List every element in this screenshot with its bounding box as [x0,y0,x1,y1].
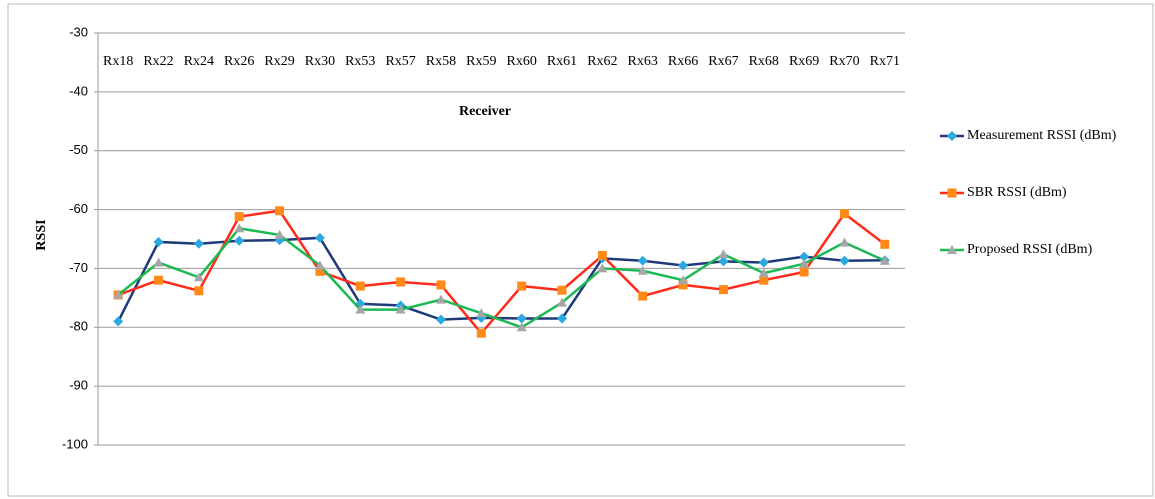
data-point [799,267,809,277]
data-point [314,260,325,270]
data-point [799,258,810,268]
x-tick-label: Rx59 [466,54,496,69]
x-tick-label: Rx57 [385,54,415,69]
data-point [153,236,164,247]
y-tick-label: -40 [69,83,88,98]
series-line [117,236,885,322]
legend-marker [947,188,957,198]
data-point [113,316,124,327]
data-point [638,291,648,301]
data-point [758,257,769,268]
data-point [154,275,164,285]
data-point [758,268,769,278]
y-tick-label: -60 [69,201,88,216]
data-point [113,289,124,299]
legend-label: SBR RSSI (dBm) [967,185,1067,200]
data-point [355,304,366,314]
data-point [193,238,204,249]
data-point [314,232,325,243]
data-point [275,206,285,216]
x-tick-label: Rx61 [547,54,577,69]
data-point [637,265,648,275]
data-point [839,255,850,266]
x-tick-label: Rx22 [143,54,173,69]
data-point [517,281,527,291]
data-point [557,285,567,295]
data-point [839,237,850,247]
data-point [678,260,689,271]
data-point [476,308,487,318]
data-point [637,255,648,266]
data-point [194,286,204,296]
y-tick-label: -70 [69,260,88,275]
x-tick-label: Rx62 [587,54,617,69]
legend-label: Proposed RSSI (dBm) [967,242,1093,257]
data-point [516,322,527,332]
y-axis-title: RSSI [34,219,49,250]
legend-label: Measurement RSSI (dBm) [967,128,1117,143]
data-point [759,275,769,285]
data-point [678,275,689,285]
data-point [879,255,890,265]
data-point [476,328,486,338]
x-tick-label: Rx58 [426,54,456,69]
data-point [718,256,729,267]
data-point [557,297,568,307]
x-tick-label: Rx24 [184,54,214,69]
data-point [516,313,527,324]
data-point [435,294,446,304]
data-point [718,285,728,295]
series-line [117,209,886,336]
data-point [234,223,245,233]
x-tick-label: Rx70 [829,54,859,69]
x-tick-label: Rx68 [749,54,779,69]
data-point [799,251,810,262]
x-tick-label: Rx18 [103,54,133,69]
data-point [597,263,608,273]
data-point [234,235,245,246]
legend-marker [947,131,957,141]
y-tick-label: -80 [69,319,88,334]
y-tick-label: -100 [62,436,88,451]
y-tick-label: -30 [69,24,88,39]
data-point [355,281,365,291]
x-tick-label: Rx26 [224,54,254,69]
data-point [193,272,204,282]
data-point [880,239,890,249]
x-tick-label: Rx60 [507,54,537,69]
data-point [839,209,849,219]
x-tick-label: Rx67 [708,54,738,69]
data-point [315,266,325,276]
data-point [274,229,285,239]
data-point [718,249,729,259]
data-point [678,280,688,290]
x-tick-label: Rx69 [789,54,819,69]
series-line [117,227,886,329]
x-tick-label: Rx71 [870,54,900,69]
data-point [234,212,244,222]
data-point [395,304,406,314]
x-tick-label: Rx66 [668,54,698,69]
data-point [153,257,164,267]
y-tick-label: -90 [69,378,88,393]
x-axis-title: Receiver [459,104,511,119]
data-point [557,313,568,324]
y-tick-label: -50 [69,142,88,157]
legend-marker [947,245,957,254]
data-point [597,250,607,260]
x-tick-label: Rx30 [305,54,335,69]
data-point [436,280,446,290]
data-point [396,277,406,287]
x-tick-label: Rx29 [264,54,294,69]
data-point [435,314,446,325]
x-tick-label: Rx63 [628,54,658,69]
x-tick-label: Rx53 [345,54,375,69]
